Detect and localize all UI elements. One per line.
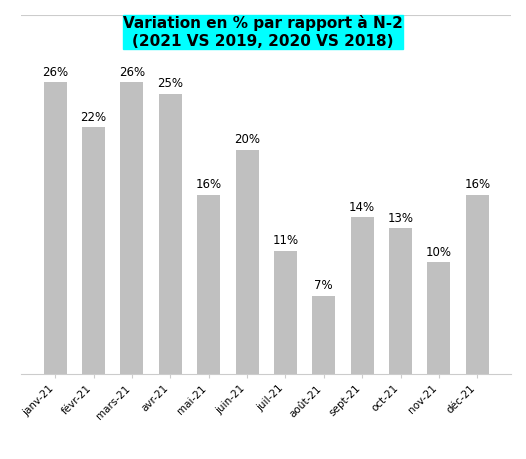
Text: 10%: 10% xyxy=(426,246,452,258)
Bar xyxy=(197,195,220,374)
Text: 14%: 14% xyxy=(349,201,375,214)
Bar xyxy=(466,195,489,374)
Bar xyxy=(120,82,144,374)
Text: 26%: 26% xyxy=(42,66,68,79)
Text: 22%: 22% xyxy=(80,111,107,124)
Text: 11%: 11% xyxy=(272,235,298,247)
Bar xyxy=(44,82,67,374)
Text: 13%: 13% xyxy=(388,212,413,225)
Text: 16%: 16% xyxy=(196,178,222,191)
Text: 26%: 26% xyxy=(119,66,145,79)
Text: 7%: 7% xyxy=(315,280,333,292)
Text: 25%: 25% xyxy=(157,77,183,90)
Bar xyxy=(236,150,259,374)
Bar xyxy=(351,217,373,374)
Bar xyxy=(274,251,297,374)
Text: 20%: 20% xyxy=(234,134,260,146)
Bar xyxy=(159,94,182,374)
Bar xyxy=(427,262,450,374)
Bar xyxy=(312,296,335,374)
Text: 16%: 16% xyxy=(464,178,490,191)
Bar xyxy=(389,228,412,374)
Text: Variation en % par rapport à N-2
(2021 VS 2019, 2020 VS 2018): Variation en % par rapport à N-2 (2021 V… xyxy=(123,16,403,49)
Bar xyxy=(82,127,105,374)
